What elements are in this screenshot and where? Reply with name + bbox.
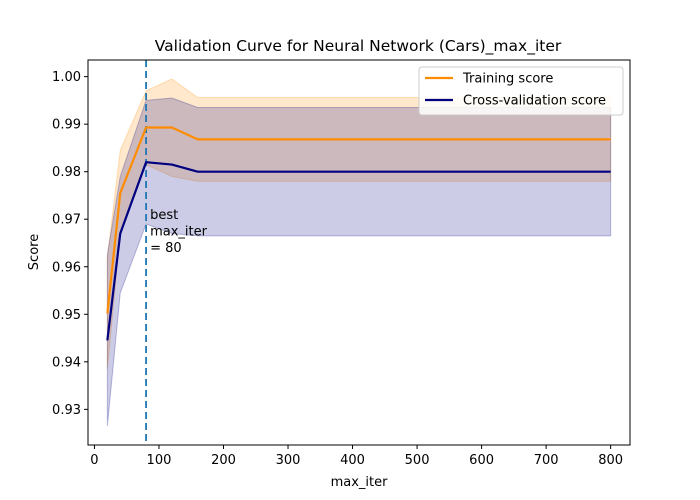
- y-axis-label: Score: [27, 234, 42, 270]
- x-axis-label: max_iter: [331, 475, 389, 490]
- y-tick-label: 0.94: [52, 355, 81, 370]
- series-lines: [106, 126, 611, 341]
- x-tick-label: 500: [405, 453, 430, 468]
- legend-entry: Cross-validation score: [463, 94, 606, 109]
- annotation-line: = 80: [150, 241, 182, 256]
- y-axis-ticks: 0.93 0.94 0.95 0.96 0.97 0.98 0.99 1.00: [52, 70, 88, 418]
- y-tick-label: 0.98: [52, 165, 81, 180]
- x-axis-ticks: 0 100 200 300 400 500 600 700 800: [90, 445, 623, 468]
- band-cross-validation: [106, 97, 612, 427]
- x-tick-label: 600: [469, 453, 494, 468]
- plot-frame: [87, 59, 631, 446]
- best-annotation: best max_iter= 80: [150, 208, 208, 256]
- line-cross-validation: [106, 161, 611, 341]
- confidence-bands: [106, 78, 612, 427]
- y-tick-label: 0.99: [52, 118, 81, 133]
- annotation-line: best: [150, 208, 178, 223]
- x-tick-label: 100: [147, 453, 172, 468]
- x-tick-label: 300: [276, 453, 301, 468]
- x-tick-label: 800: [598, 453, 623, 468]
- y-tick-label: 0.96: [52, 260, 81, 275]
- chart-title: Validation Curve for Neural Network (Car…: [155, 37, 562, 56]
- y-tick-label: 1.00: [52, 70, 81, 85]
- x-tick-label: 200: [211, 453, 236, 468]
- x-tick-label: 0: [90, 453, 98, 468]
- x-tick-label: 700: [534, 453, 559, 468]
- legend-entry: Training score: [462, 72, 553, 87]
- legend-box: [418, 66, 624, 116]
- y-tick-label: 0.97: [52, 213, 81, 228]
- y-tick-label: 0.93: [52, 403, 81, 418]
- legend: Training score Cross-validation score: [418, 66, 624, 116]
- y-tick-label: 0.95: [52, 308, 81, 323]
- line-training: [106, 126, 611, 314]
- annotation-line: max_iter: [150, 225, 208, 240]
- x-tick-label: 400: [340, 453, 365, 468]
